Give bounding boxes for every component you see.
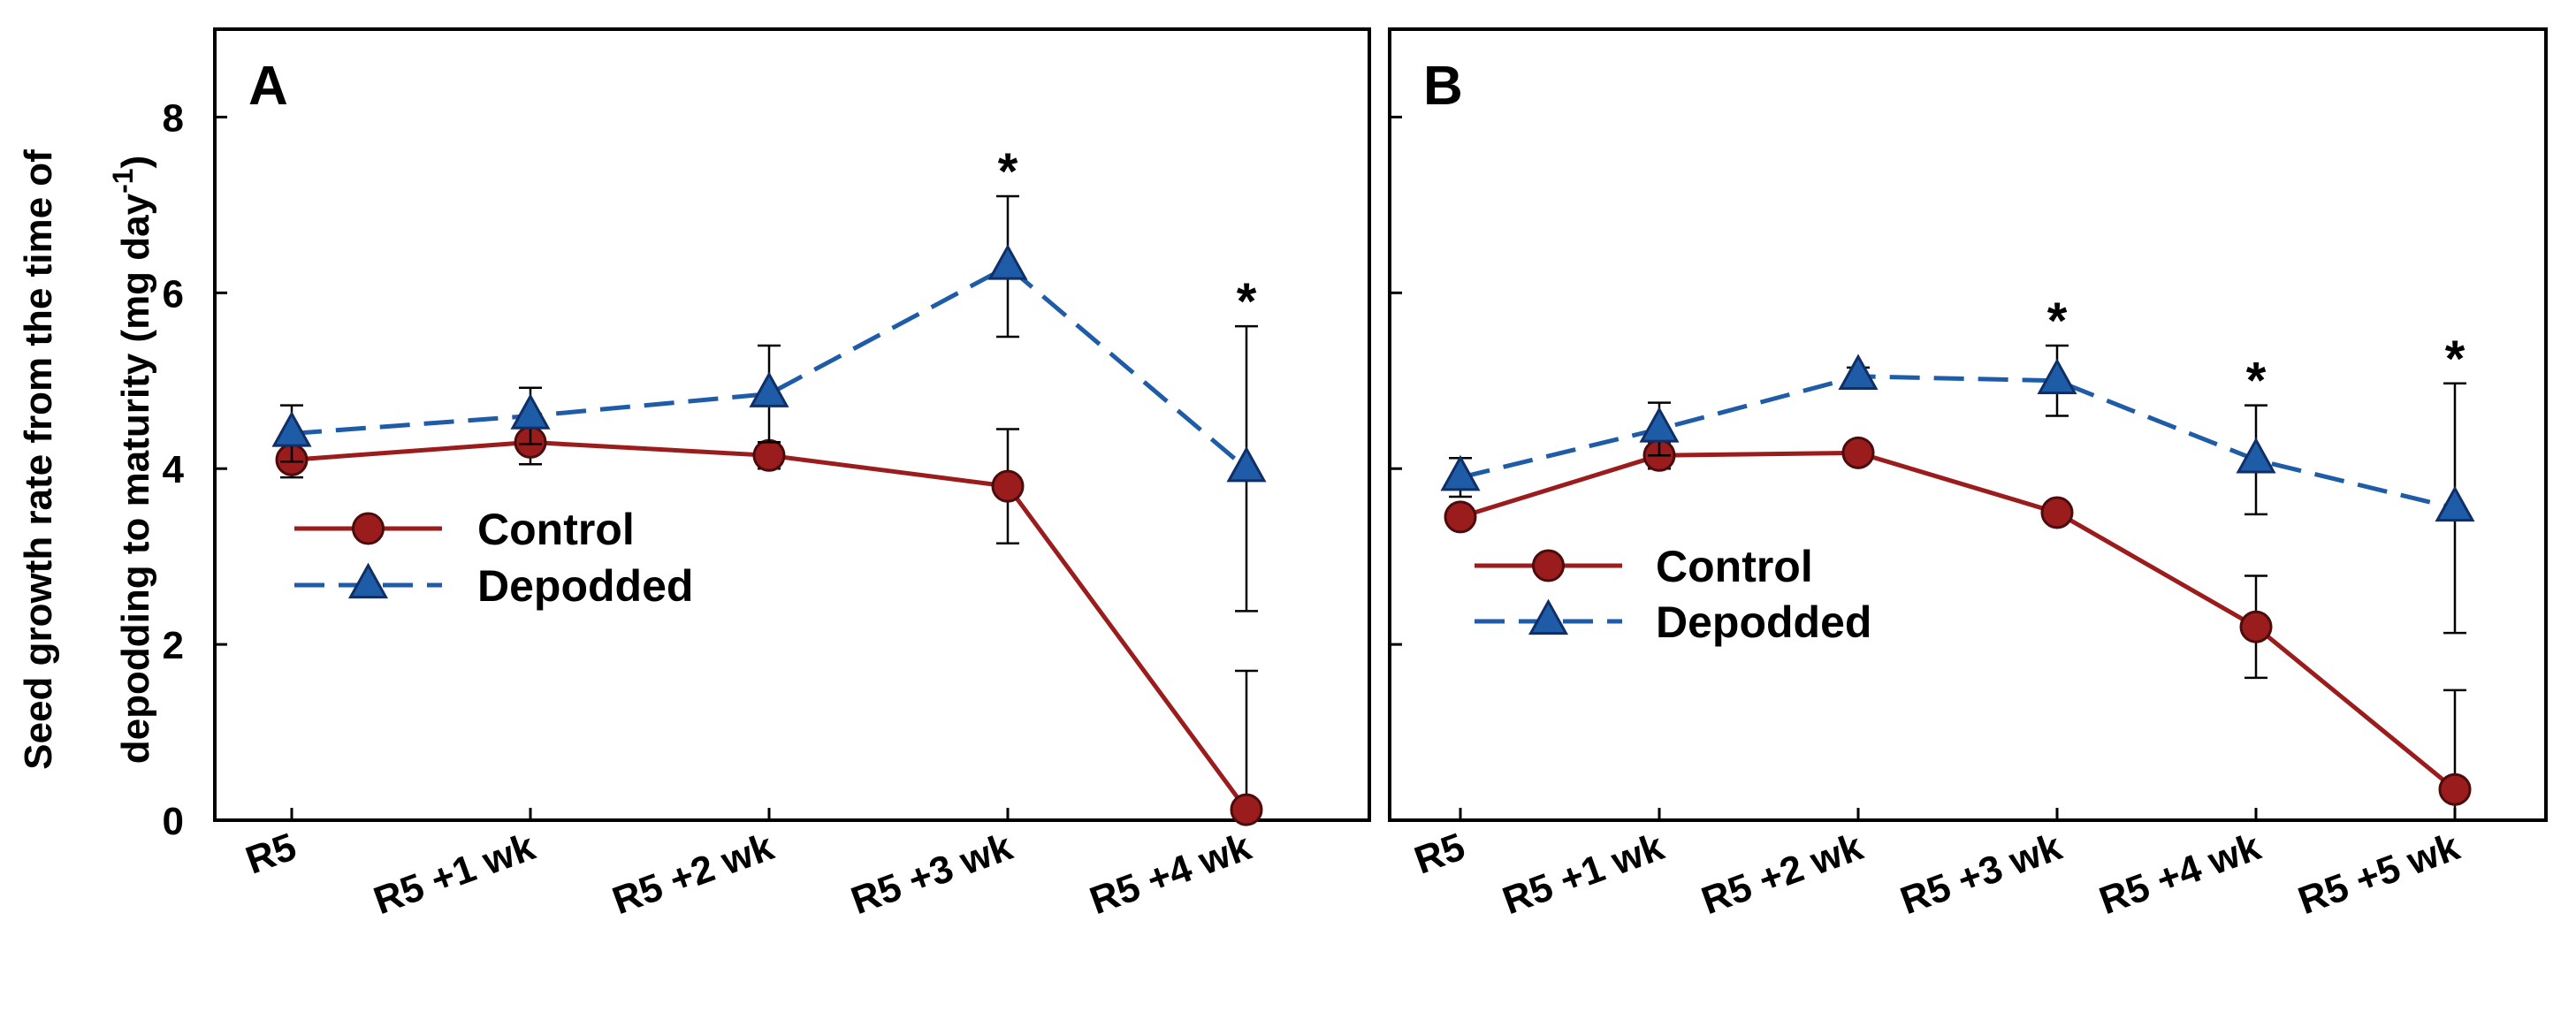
panel-label: B: [1423, 56, 1463, 117]
control-point: [1444, 500, 1477, 534]
depodded-point: [1226, 445, 1267, 483]
depodded-point: [1639, 407, 1680, 443]
y-tick-label: 4: [163, 448, 185, 491]
y-tick-label: 2: [163, 624, 184, 667]
control-point: [752, 438, 786, 472]
x-tick-label: R5 +1 wk: [369, 825, 541, 923]
depodded-point: [749, 371, 789, 407]
legend-control-marker: [1532, 549, 1565, 582]
depodded-point: [271, 411, 312, 447]
y-axis-label-line2-main: depodding to maturity (mg day: [114, 193, 157, 764]
x-tick-label: R5: [240, 825, 302, 882]
y-tick-label: 6: [163, 272, 184, 316]
depodded-series-line: [1459, 374, 2456, 511]
x-tick-label: R5 +4 wk: [2094, 825, 2267, 923]
legend-depodded-label: Depodded: [1656, 597, 1871, 647]
panel-label: A: [248, 56, 288, 117]
legend-depodded-marker: [1528, 598, 1569, 635]
legend-control-label: Control: [477, 505, 635, 554]
y-tick-label: 8: [163, 96, 184, 140]
x-tick-label: R5 +3 wk: [1895, 825, 2068, 923]
plot-frame: [1388, 27, 2548, 822]
depodded-point: [1838, 354, 1879, 390]
control-series-line: [291, 439, 1249, 811]
x-tick-label: R5 +2 wk: [1696, 825, 1869, 923]
y-axis-label-line2: depodding to maturity (mg day-1): [107, 156, 157, 764]
legend-control-label: Control: [1656, 542, 1813, 591]
depodded-series-line: [291, 263, 1248, 471]
panel-a: A 0 2 4 6 8 R5 R5 +1 wk R5 +2 wk R5 +3 wk R5 +4 wk…: [163, 27, 1371, 923]
legend-control-marker: [352, 512, 385, 545]
significance-star: *: [2246, 353, 2267, 410]
x-tick-label: R5 +5 wk: [2293, 825, 2465, 923]
depodded-point: [510, 393, 551, 430]
control-series-line: [1459, 450, 2457, 792]
control-point: [2239, 610, 2273, 643]
legend-depodded-label: Depodded: [477, 561, 693, 611]
control-point: [1230, 793, 1263, 826]
x-tick-label: R5 +1 wk: [1498, 825, 1670, 923]
x-tick-label: R5 +4 wk: [1085, 825, 1257, 923]
significance-star: *: [998, 143, 1018, 201]
y-axis-label-line1: Seed growth rate from the time of: [17, 149, 60, 770]
x-tick-label: R5: [1409, 825, 1471, 882]
depodded-point: [987, 244, 1028, 280]
y-axis-label-line2-end: ): [114, 156, 157, 169]
depodded-point: [2236, 437, 2276, 474]
panel-b: B R5 R5 +1 wk R5 +2 wk R5 +3 wk R5 +4 wk R5 +5…: [1388, 27, 2548, 923]
x-tick-label: R5 +2 wk: [607, 825, 780, 923]
significance-star: *: [1237, 273, 1257, 331]
control-point: [2040, 496, 2074, 529]
significance-star: *: [2047, 293, 2068, 350]
control-point: [991, 469, 1025, 503]
depodded-point: [1440, 454, 1481, 491]
depodded-point: [2037, 358, 2077, 394]
legend-depodded-marker: [347, 562, 389, 599]
depodded-point: [2435, 485, 2475, 522]
significance-star: *: [2445, 331, 2465, 388]
control-point: [2438, 772, 2472, 806]
control-point: [1841, 436, 1875, 469]
x-tick-label: R5 +3 wk: [846, 825, 1018, 923]
plot-frame: [213, 27, 1371, 822]
y-tick-label: 0: [163, 800, 184, 843]
y-axis-label-line2-sup: -1: [107, 168, 139, 193]
